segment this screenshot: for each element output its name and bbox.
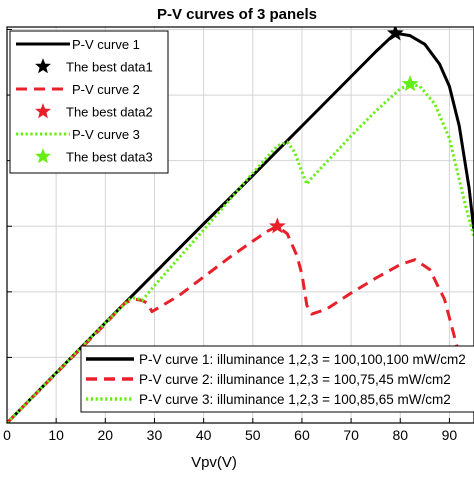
x-tick-label: 30 [147,427,163,443]
x-tick-label: 90 [442,427,458,443]
x-tick-label: 0 [3,427,11,443]
chart-title: P-V curves of 3 panels [157,6,317,23]
legend-label: P-V curve 3: illuminance 1,2,3 = 100,85,… [139,392,451,407]
legend-swatch-star [35,58,51,74]
legend-bottom-right: P-V curve 1: illuminance 1,2,3 = 100,100… [80,345,474,413]
series-group [7,27,474,423]
x-tick-label: 40 [196,427,212,443]
axes-frame [6,26,474,424]
legend-label: The best data3 [66,150,153,165]
legend-swatch-star [35,148,51,164]
legend-top-left: P-V curve 1 The best data1 P-V curve 2 The … [9,30,169,174]
series-line-3 [7,82,474,423]
x-tick-label: 80 [392,427,408,443]
best-data-marker-3 [401,75,419,92]
legend-label: P-V curve 2: illuminance 1,2,3 = 100,75,… [139,372,451,387]
best-data-marker-2 [268,217,286,234]
legend-box [80,345,474,413]
legend-swatch-star [35,103,51,119]
x-axis-label: Vpv(V) [191,454,237,471]
legend-label: P-V curve 2 [72,82,140,97]
best-data-marker-1 [386,27,404,41]
x-tick-label: 70 [343,427,359,443]
legend-label: P-V curve 3 [72,127,140,142]
legend-label: The best data1 [66,60,153,75]
x-tick-label: 20 [98,427,114,443]
plot-area: 0 10 20 30 40 50 60 70 80 90 P-V curve 1 The best d… [3,26,474,443]
x-tick-label: 60 [294,427,310,443]
x-tick-label: 10 [48,427,64,443]
x-tick-label: 50 [245,427,261,443]
legend-box [9,30,169,174]
legend-label: P-V curve 1: illuminance 1,2,3 = 100,100… [139,352,466,367]
legend-label: P-V curve 1 [72,37,140,52]
legend-label: The best data2 [66,105,153,120]
